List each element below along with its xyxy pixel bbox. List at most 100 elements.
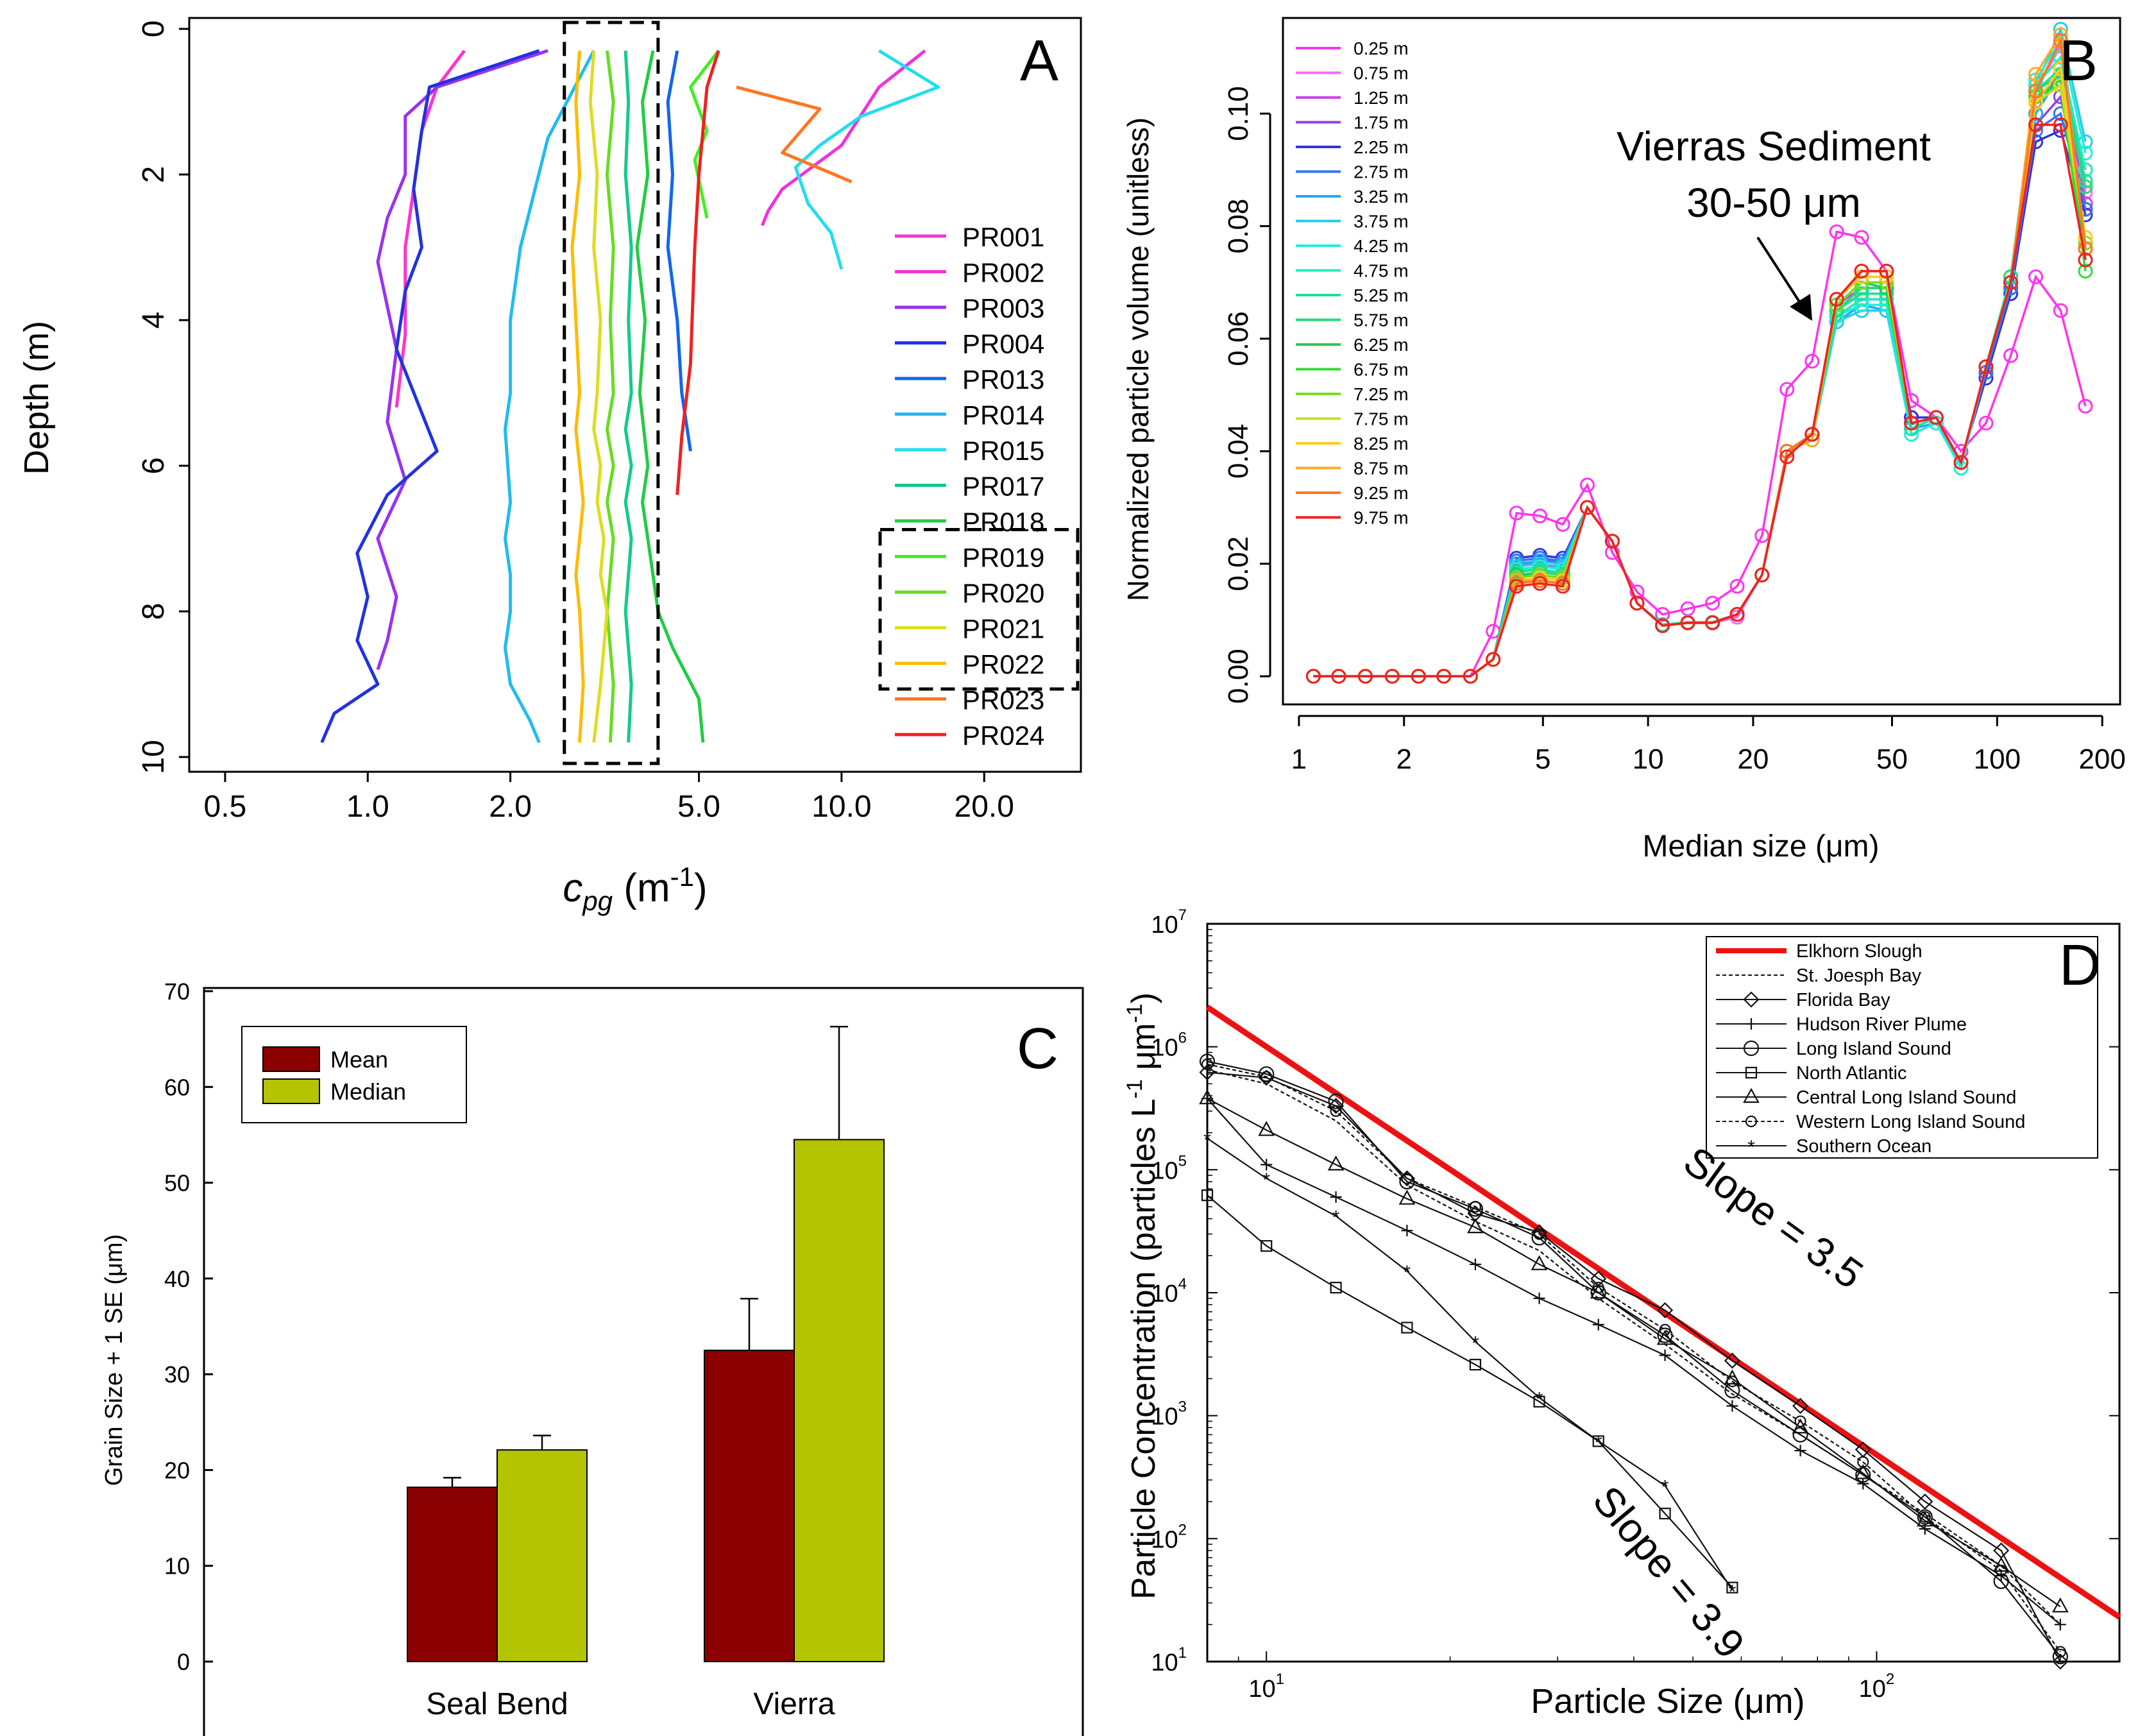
panel-b-series-point — [1655, 618, 1670, 633]
panel-a-ytick-label: 0 — [137, 21, 171, 38]
panel-d-series-line — [1207, 1063, 2061, 1653]
panel-b-legend-label: 7.75 m — [1354, 409, 1409, 429]
panel-d-ytick-exp: 3 — [1178, 1399, 1187, 1416]
panel-b-legend-label: 4.25 m — [1354, 236, 1409, 256]
panel-d-ylabel-sup2: -1 — [1123, 1003, 1147, 1023]
panel-d-series-line — [1207, 1195, 1733, 1588]
panel-b-label: B — [2059, 29, 2098, 93]
panel-d-marker-circle-small — [1659, 1323, 1671, 1336]
panel-d-marker-circle — [1531, 1230, 1547, 1246]
panel-d-marker-triangle — [1656, 1329, 1674, 1345]
panel-a-legend-label-pr004: PR004 — [962, 329, 1044, 359]
panel-b-series-point — [1754, 528, 1770, 543]
panel-b-legend-label: 9.75 m — [1354, 508, 1409, 528]
panel-d-marker-triangle — [1916, 1511, 1933, 1527]
panel-d-marker-star: * — [1262, 1170, 1270, 1191]
panel-c-category-label: Seal Bend — [426, 1687, 568, 1721]
panel-d-marker-square — [1261, 1240, 1273, 1252]
panel-a-legend-label-pr024: PR024 — [962, 720, 1044, 751]
panel-d-ytick-exp: 6 — [1178, 1030, 1187, 1047]
panel-d-ytick-exp: 1 — [1178, 1644, 1187, 1662]
panel-b-series-point — [1604, 545, 1620, 560]
panel-c-category-label: Vierra — [753, 1687, 835, 1721]
panel-d-xtick-base: 10 — [1248, 1676, 1275, 1703]
panel-d-series-line — [1207, 1098, 2061, 1626]
panel-d-marker-diamond — [1328, 1098, 1345, 1114]
panel-c-ytick-label: 10 — [164, 1553, 190, 1579]
panel-b-legend-label: 4.75 m — [1354, 261, 1409, 281]
panel-d-ytick-label: 104 — [1151, 1275, 1187, 1307]
panel-d-marker-star: * — [1729, 1581, 1736, 1603]
panel-a-series-pr021 — [588, 50, 609, 743]
panel-d-marker-square — [1201, 1189, 1214, 1202]
panel-a-legend-label-pr021: PR021 — [962, 614, 1044, 644]
panel-d-marker-square — [1401, 1322, 1413, 1334]
panel-b-series-point — [2053, 117, 2068, 133]
panel-b-legend-label: 7.25 m — [1354, 384, 1409, 404]
panel-b-series-point — [2028, 117, 2044, 133]
panel-b-xtick-label: 5 — [1535, 744, 1550, 775]
panel-b-legend-label: 2.75 m — [1354, 162, 1409, 182]
panel-a-ytick-label: 2 — [137, 166, 171, 183]
panel-b-legend-label: 0.75 m — [1354, 64, 1409, 83]
panel-d-marker-circle-small — [1592, 1281, 1604, 1294]
panel-b-ytick-label: 0.00 — [1223, 649, 1254, 704]
panel-b-xtick-label: 100 — [1974, 744, 2021, 775]
panel-a-legend-label-pr003: PR003 — [962, 293, 1044, 323]
panel-b-legend-label: 5.25 m — [1354, 285, 1409, 305]
panel-d-ytick-label: 106 — [1151, 1030, 1187, 1062]
panel-b-series-point — [1436, 668, 1452, 684]
panel-a-legend-label-pr014: PR014 — [962, 400, 1044, 430]
panel-a-legend-label-pr001: PR001 — [962, 222, 1044, 252]
panel-a-series-pr013 — [666, 50, 692, 452]
panel-a-xlabel-unit-sup: -1 — [670, 862, 694, 892]
panel-d-marker-circle-small — [1919, 1511, 1931, 1523]
panel-d-marker-triangle — [1743, 1087, 1760, 1103]
panel-d-ytick-base: 10 — [1151, 1649, 1178, 1676]
panel-d-marker-diamond — [1743, 991, 1760, 1008]
panel-b-series-point — [1754, 567, 1770, 583]
panel-d-legend-label: North Atlantic — [1796, 1063, 1906, 1084]
panel-a-series-pr001 — [395, 49, 466, 408]
panel-b-ytick-label: 0.02 — [1223, 536, 1254, 591]
panel-b-series-point — [2053, 33, 2068, 48]
panel-a-ytick-label: 4 — [137, 312, 171, 329]
panel-d-series-line — [1205, 1005, 2121, 1620]
panel-d-legend-label: Southern Ocean — [1796, 1136, 1931, 1157]
panel-b-series-point — [1532, 508, 1548, 523]
panel-b-series-line — [1313, 83, 2087, 677]
panel-a-xtick-label: 0.5 — [204, 790, 247, 824]
panel-b-xtick-label: 1 — [1291, 744, 1307, 775]
panel-b-series-point — [2028, 269, 2044, 284]
panel-b-series-line — [1313, 123, 2087, 677]
panel-b-series-point — [1879, 264, 1894, 279]
panel-d-slope2: Slope = 3.9 — [1584, 1477, 1753, 1667]
panel-a-series-pr024 — [675, 50, 720, 495]
panel-d-marker-triangle — [1258, 1121, 1275, 1136]
panel-d-series-line — [1207, 1069, 2061, 1626]
panel-b-ytick-label: 0.10 — [1223, 86, 1254, 141]
panel-b-legend-label: 8.25 m — [1354, 434, 1409, 454]
panel-b-series-point — [2028, 83, 2044, 99]
panel-d-marker-circle-small — [1201, 1058, 1214, 1071]
panel-b-series-point — [1854, 230, 1869, 245]
panel-b-xtick-label: 50 — [1876, 744, 1908, 775]
panel-a-legend-label-pr020: PR020 — [962, 578, 1044, 608]
panel-d-marker-star: * — [1404, 1262, 1411, 1283]
panel-b-legend-label: 8.75 m — [1354, 459, 1409, 479]
panel-d-marker-star: * — [1661, 1477, 1669, 1498]
panel-d-series-line — [1207, 1137, 1733, 1591]
panel-d: 101 102 103 104 105 106 107 101 102 * * * * * * * * * El… — [1091, 906, 2131, 1736]
panel-d-ytick-label: 107 — [1151, 906, 1187, 939]
panel-b-legend-label: 3.75 m — [1354, 212, 1409, 232]
panel-b-series-point — [1729, 607, 1745, 622]
panel-c-ytick-label: 40 — [164, 1266, 190, 1292]
panel-b-series-point — [1629, 584, 1645, 600]
panel-c-svg: 0 10 20 30 40 50 60 70 Seal Bend Vierra Mean Medi… — [101, 978, 1084, 1736]
panel-d-legend-frame — [1706, 936, 2098, 1159]
panel-d-marker-star: * — [1747, 1137, 1755, 1158]
panel-d-series-line — [1207, 1071, 2061, 1662]
panel-d-ytick-exp: 2 — [1178, 1521, 1187, 1538]
panel-b-legend-label: 3.25 m — [1354, 187, 1409, 207]
panel-b: 1 2 5 10 20 50 100 200 0.00 0.02 0.04 0.06 0.08 0.10… — [1091, 0, 2131, 911]
